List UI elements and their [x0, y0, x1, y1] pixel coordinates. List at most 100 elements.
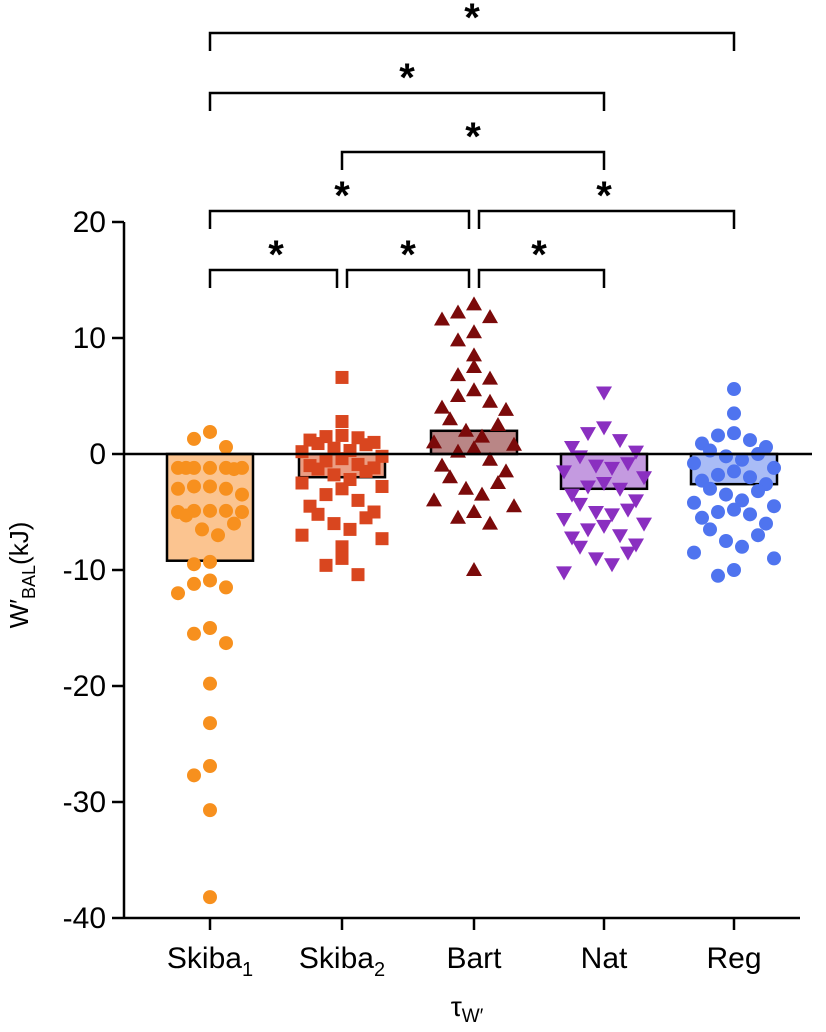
data-point: [319, 488, 333, 502]
data-point: [466, 324, 482, 339]
data-point: [434, 399, 450, 414]
data-point: [604, 558, 620, 573]
data-point: [612, 434, 628, 449]
y-tick-label: -20: [63, 670, 106, 703]
data-point: [311, 507, 325, 521]
significance-bracket: [340, 150, 606, 170]
data-point: [426, 434, 442, 449]
data-point: [687, 545, 701, 560]
data-point: [564, 441, 580, 456]
data-point: [743, 470, 757, 485]
data-point: [295, 476, 309, 490]
data-point: [620, 546, 636, 561]
y-tick-label: -40: [63, 902, 106, 935]
data-point: [351, 568, 365, 582]
data-point: [211, 528, 225, 543]
data-point: [596, 386, 612, 401]
significance-bracket: [477, 268, 606, 288]
data-point: [628, 494, 644, 509]
data-point: [335, 370, 349, 384]
data-point: [628, 445, 644, 460]
data-point: [219, 636, 233, 651]
data-point: [490, 475, 506, 489]
data-point: [187, 479, 201, 494]
data-point: [620, 503, 636, 518]
y-tick-label: 10: [73, 322, 106, 355]
significance-star: *: [400, 233, 416, 277]
data-point: [687, 456, 701, 471]
data-point: [556, 465, 572, 480]
y-tick-label: 20: [73, 206, 106, 239]
data-point: [466, 296, 482, 311]
significance-bracket: [208, 91, 606, 111]
x-tick-label: Skiba1: [167, 942, 253, 981]
data-point: [466, 347, 482, 362]
data-point: [311, 437, 325, 451]
x-tick-label: Skiba2: [299, 942, 385, 981]
data-point: [343, 522, 357, 536]
data-point: [311, 462, 325, 476]
data-point: [620, 457, 636, 472]
data-point: [203, 759, 217, 774]
data-point: [375, 532, 389, 546]
x-axis-title: τW′: [451, 991, 484, 1027]
y-axis-title: W′BAL(kJ): [4, 522, 39, 629]
data-point: [335, 551, 349, 565]
data-point: [203, 890, 217, 905]
data-point: [482, 451, 498, 466]
data-point: [727, 406, 741, 421]
significance-star: *: [268, 233, 284, 277]
data-point: [719, 487, 733, 502]
data-point: [295, 445, 309, 459]
data-point: [203, 424, 217, 439]
data-point: [727, 382, 741, 397]
data-point: [235, 487, 249, 502]
data-point: [375, 449, 389, 463]
data-point: [442, 469, 458, 484]
data-point: [580, 480, 596, 495]
data-point: [203, 573, 217, 588]
data-point: [703, 443, 717, 458]
data-point: [450, 367, 466, 382]
data-point: [450, 332, 466, 347]
data-point: [359, 511, 373, 525]
data-point: [450, 388, 466, 402]
data-point: [474, 486, 490, 501]
significance-star: *: [596, 174, 612, 218]
data-point: [203, 803, 217, 818]
data-point: [203, 676, 217, 691]
data-point: [235, 505, 249, 519]
data-point: [335, 452, 349, 466]
significance-star: *: [334, 174, 350, 218]
data-point: [735, 539, 749, 554]
data-point: [219, 580, 233, 595]
data-point: [596, 421, 612, 436]
data-point: [703, 481, 717, 496]
data-point: [498, 401, 514, 416]
data-point: [612, 482, 628, 497]
significance-bracket: [208, 209, 471, 229]
data-point: [580, 427, 596, 442]
data-point: [195, 522, 209, 537]
data-point: [703, 522, 717, 537]
data-point: [203, 716, 217, 731]
data-point: [203, 479, 217, 494]
data-point: [727, 502, 741, 517]
data-point: [219, 503, 233, 518]
data-point: [751, 528, 765, 543]
data-point: [727, 563, 741, 577]
data-point: [335, 428, 349, 442]
data-point: [335, 482, 349, 496]
significance-bracket: [208, 268, 339, 288]
data-point: [466, 440, 482, 455]
data-point: [434, 311, 450, 326]
data-point: [434, 457, 450, 472]
data-point: [612, 529, 628, 544]
data-point: [450, 509, 466, 524]
y-tick-label: -10: [63, 554, 106, 587]
data-point: [564, 488, 580, 503]
data-point: [375, 479, 389, 493]
significance-star: *: [399, 56, 415, 100]
significance-star: *: [465, 115, 481, 159]
data-point: [466, 359, 482, 373]
